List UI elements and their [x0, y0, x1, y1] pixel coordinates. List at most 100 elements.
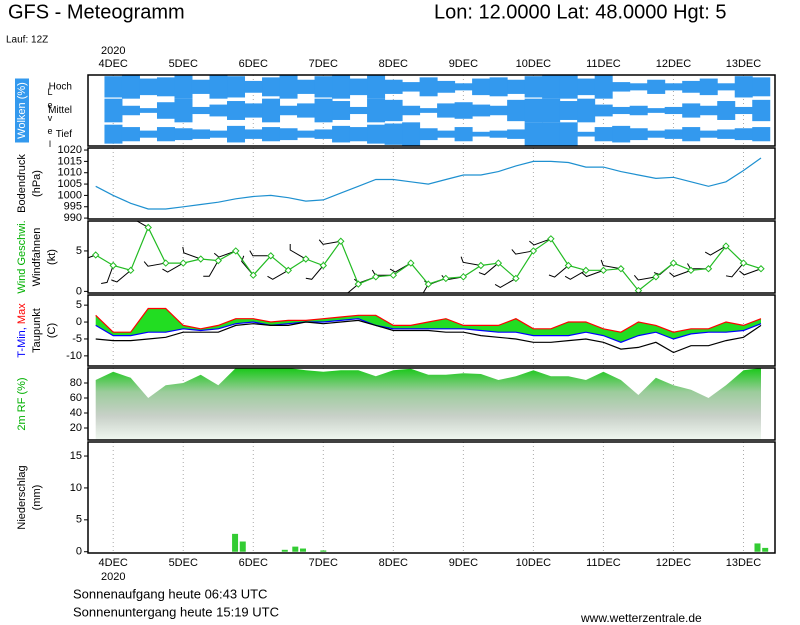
panel-border [87, 367, 776, 441]
y-axis-label: Bodendruck [16, 154, 28, 213]
cloud-cell [314, 76, 333, 98]
cloud-cell [752, 127, 771, 142]
cloud-cell [472, 131, 491, 137]
cloud-cell [734, 106, 753, 115]
cloud-cell [472, 78, 491, 96]
wind-speed-marker [162, 259, 170, 267]
cloud-cell [227, 101, 246, 120]
wind-barb [182, 246, 201, 260]
wind-speed-marker [494, 259, 503, 267]
wind-speed-marker [634, 286, 643, 293]
wind-speed-marker [687, 266, 695, 275]
y-axis-label: Niederschlag [16, 465, 28, 529]
cloud-cell [279, 75, 298, 99]
wind-speed-marker [547, 235, 555, 243]
cloud-cell [384, 123, 403, 145]
wind-speed-marker [757, 265, 765, 273]
level-label: Hoch [49, 81, 72, 92]
cloud-cell [717, 129, 736, 139]
source: www.wetterzentrale.de [580, 611, 702, 625]
series-line [95, 307, 762, 333]
cloud-cell [734, 128, 753, 141]
wind-barb [478, 262, 499, 276]
cloud-cell [489, 77, 508, 97]
cloud-cell [174, 75, 193, 99]
cloud-cell [419, 77, 438, 97]
cloud-cell [699, 130, 718, 138]
cloud-cell [577, 78, 596, 96]
wind-barb [289, 244, 307, 260]
cloud-cell [542, 98, 561, 123]
series-line [95, 157, 762, 210]
bar [754, 543, 761, 552]
cloud-cell [664, 129, 683, 139]
cloud-cell [367, 75, 386, 99]
cloud-cell [752, 99, 771, 122]
cloud-cell [647, 79, 666, 94]
cloud-cell [699, 78, 718, 96]
wind-speed-marker [529, 247, 538, 255]
cloud-cell [682, 103, 701, 118]
ylabel-background [15, 78, 29, 143]
wind-speed-marker [197, 255, 205, 263]
x-tick-label: 12DEC [656, 557, 692, 569]
wind-speed-marker [704, 265, 713, 273]
wind-barb [213, 250, 236, 258]
cloud-cell [699, 105, 718, 116]
cloud-cell [209, 130, 228, 138]
wind-speed-marker [599, 266, 608, 275]
y-axis-label: Taupunkt [31, 308, 43, 353]
panel [88, 442, 775, 553]
y-axis-label-part: Bodendruck [16, 154, 28, 213]
run: Lauf: 12Z [6, 35, 48, 46]
wind-speed-marker [564, 261, 573, 270]
cloud-cell [314, 129, 333, 139]
wind-speed-marker [249, 271, 257, 279]
y-axis-label-part: (mm) [31, 485, 43, 511]
title: GFS - Meteogramm [8, 1, 185, 23]
cloud-cell [594, 104, 613, 117]
level-axis-label: Level [45, 87, 55, 152]
y-axis-label: (hPa) [31, 170, 43, 197]
y-axis-label-part: Max [16, 303, 28, 327]
wind-barb [101, 265, 114, 284]
panel-border [87, 220, 776, 294]
panel-border [87, 441, 776, 554]
wind-barb [460, 256, 481, 266]
cloud-cell [717, 83, 736, 91]
y-tick-label: 5 [76, 299, 82, 311]
y-tick-label: 990 [64, 212, 82, 224]
cloud-cell [472, 104, 491, 117]
cloud-cell [121, 75, 140, 99]
cloud-cell [262, 98, 281, 123]
wind-speed-marker [127, 266, 135, 275]
cloud-cell [647, 130, 666, 138]
cloud-cell [244, 129, 263, 139]
cloud-cell [174, 128, 193, 141]
wind-speed-marker [442, 274, 450, 283]
wind-barb [203, 260, 219, 277]
y-tick-label: 0 [76, 546, 82, 558]
y-axis-label-part: Wolken (%) [16, 82, 28, 139]
cloud-cell [419, 128, 438, 141]
cloud-cell [121, 105, 140, 116]
x-tick-label: 13DEC [726, 58, 762, 70]
wind-barb [88, 254, 96, 259]
cloud-cell [647, 108, 666, 113]
x-tick-label: 13DEC [726, 557, 762, 569]
wind-speed-marker [267, 252, 275, 260]
y-tick-label: 1020 [58, 144, 82, 156]
cloud-cell [717, 101, 736, 120]
wind-speed-marker [652, 273, 660, 281]
y-axis-label-part: (C) [46, 323, 58, 338]
cloud-cell [279, 128, 298, 141]
cloud-cell [594, 127, 613, 142]
series-line [95, 319, 762, 354]
x-tick-label: 7DEC [309, 557, 338, 569]
cloud-cell [367, 98, 386, 123]
wind-barb [143, 261, 166, 267]
cloud-cell [104, 76, 123, 98]
y-axis-label-part: Niederschlag [16, 465, 28, 529]
cloud-cell [139, 130, 158, 138]
cloud-cell [209, 104, 228, 117]
